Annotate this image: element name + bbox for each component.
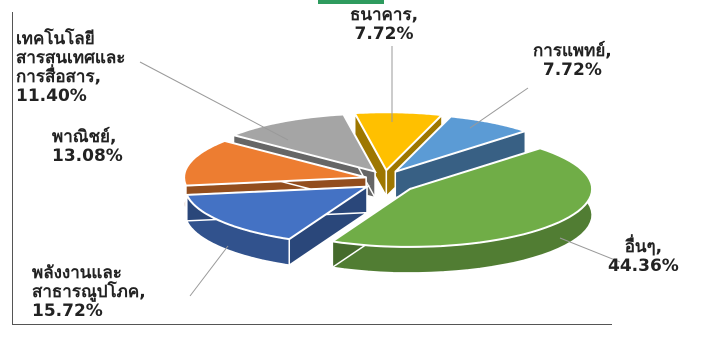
top-accent: [318, 0, 384, 4]
leader-line-medical: [469, 87, 529, 129]
label-others-name: อื่นๆ,: [624, 237, 663, 257]
label-ict-name3: การสื่อสาร,: [16, 67, 102, 87]
label-commerce-value: 13.08%: [52, 146, 123, 166]
label-medical-value: 7.72%: [542, 60, 602, 80]
label-bank-name: ธนาคาร,: [350, 5, 419, 25]
label-bank-value: 7.72%: [354, 24, 414, 44]
pie-slice-commerce: [183, 139, 367, 187]
pie-slice-energy: [185, 185, 371, 241]
label-energy-name2: สาธารณูปโภค,: [32, 282, 146, 302]
data-label-commerce: พาณิชย์, 13.08%: [52, 128, 123, 166]
label-commerce-name: พาณิชย์,: [52, 127, 117, 147]
label-others-value: 44.36%: [608, 256, 679, 276]
data-label-others: อื่นๆ, 44.36%: [608, 238, 679, 276]
frame-left-border: [12, 12, 13, 324]
label-energy-value: 15.72%: [32, 301, 103, 321]
data-label-medical: การแพทย์, 7.72%: [533, 42, 612, 80]
label-ict-name1: เทคโนโลยี: [16, 29, 95, 49]
frame-bottom-border: [12, 324, 612, 325]
leader-line-others: [559, 237, 621, 263]
label-ict-value: 11.40%: [16, 86, 87, 106]
data-label-ict: เทคโนโลยี สารสนเทศและ การสื่อสาร, 11.40%: [16, 30, 125, 106]
data-label-energy: พลังงานและ สาธารณูปโภค, 15.72%: [32, 264, 146, 321]
pie-slice-ict: [230, 113, 378, 174]
pie-slice-medical: [394, 115, 529, 173]
label-energy-name1: พลังงานและ: [32, 263, 122, 283]
leader-line-ict: [139, 61, 289, 141]
pie-slice-others: [329, 147, 594, 248]
data-label-bank: ธนาคาร, 7.72%: [350, 6, 418, 44]
label-medical-name: การแพทย์,: [533, 41, 612, 61]
pie-slice-bank: [353, 111, 445, 172]
label-ict-name2: สารสนเทศและ: [16, 48, 126, 68]
leader-line-energy: [189, 245, 229, 297]
